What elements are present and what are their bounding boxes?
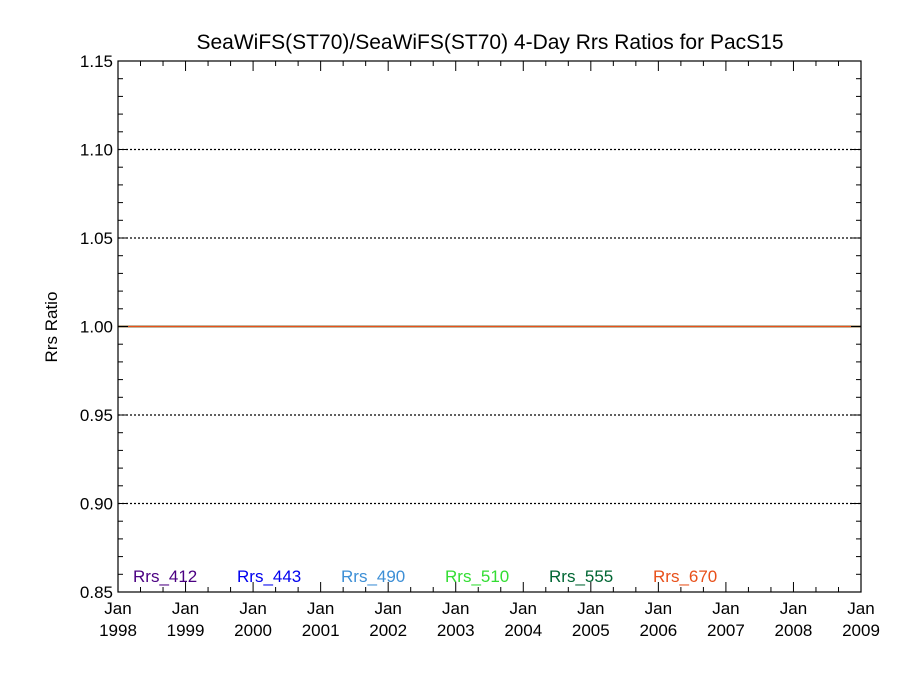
legend-item: Rrs_443 — [237, 567, 301, 586]
x-tick-label-year: 2009 — [842, 621, 880, 640]
x-tick-label-year: 2002 — [369, 621, 407, 640]
x-tick-label-month: Jan — [712, 599, 739, 618]
x-tick-label-month: Jan — [307, 599, 334, 618]
x-tick-label-month: Jan — [442, 599, 469, 618]
x-tick-label-month: Jan — [374, 599, 401, 618]
y-tick-label: 0.95 — [80, 406, 113, 425]
legend-item: Rrs_412 — [133, 567, 197, 586]
x-tick-label-year: 2000 — [234, 621, 272, 640]
x-tick-label-year: 2004 — [504, 621, 542, 640]
x-tick-label-year: 1998 — [99, 621, 137, 640]
legend-item: Rrs_670 — [653, 567, 717, 586]
y-tick-label: 1.00 — [80, 318, 113, 337]
y-tick-labels: 0.85 0.90 0.95 1.00 1.05 1.10 1.15 — [80, 52, 113, 602]
x-tick-label-month: Jan — [510, 599, 537, 618]
x-tick-label-month: Jan — [172, 599, 199, 618]
chart-title: SeaWiFS(ST70)/SeaWiFS(ST70) 4-Day Rrs Ra… — [197, 31, 784, 54]
x-tick-label-month: Jan — [577, 599, 604, 618]
x-tick-label-year: 1999 — [167, 621, 205, 640]
y-tick-label: 0.90 — [80, 495, 113, 514]
x-tick-label-year: 2003 — [437, 621, 475, 640]
y-tick-label: 1.15 — [80, 52, 113, 71]
legend-item: Rrs_490 — [341, 567, 405, 586]
x-tick-label-month: Jan — [645, 599, 672, 618]
y-tick-label: 1.10 — [80, 141, 113, 160]
x-tick-label-month: Jan — [239, 599, 266, 618]
y-tick-label: 0.85 — [80, 583, 113, 602]
tick-marks — [117, 60, 862, 593]
y-axis-label: Rrs Ratio — [42, 292, 61, 363]
x-tick-label-year: 2006 — [639, 621, 677, 640]
y-tick-label: 1.05 — [80, 229, 113, 248]
x-tick-label-year: 2007 — [707, 621, 745, 640]
legend: Rrs_412 Rrs_443 Rrs_490 Rrs_510 Rrs_555 Rrs_6… — [133, 567, 717, 586]
x-tick-label-month: Jan — [780, 599, 807, 618]
x-tick-label-year: 2001 — [302, 621, 340, 640]
x-tick-label-year: 2005 — [572, 621, 610, 640]
x-tick-label-year: 2008 — [775, 621, 813, 640]
legend-item: Rrs_555 — [549, 567, 613, 586]
x-tick-labels: Jan 1998 Jan 1999 Jan 2000 Jan 2001 Jan 2002 Jan 20… — [99, 599, 880, 640]
legend-item: Rrs_510 — [445, 567, 509, 586]
x-tick-label-month: Jan — [847, 599, 874, 618]
x-tick-label-month: Jan — [104, 599, 131, 618]
